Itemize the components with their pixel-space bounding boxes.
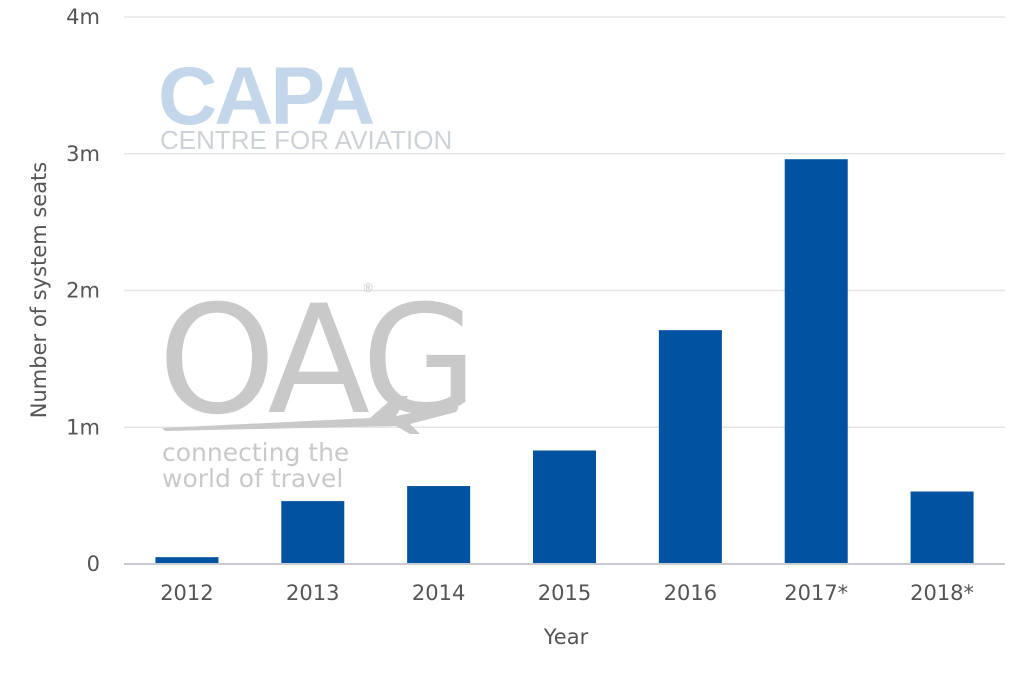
y-tick-label: 2m [66, 279, 100, 303]
y-tick-label: 1m [66, 415, 100, 439]
capa-logo-subtitle: CENTRE FOR AVIATION [160, 125, 452, 155]
y-tick-label: 0 [87, 552, 100, 576]
gridlines [124, 16, 1005, 428]
x-tick-labels: 2012 2013 2014 2015 2016 2017* 2018* [160, 581, 974, 605]
bars [155, 159, 974, 564]
bar-2018-est [910, 491, 974, 564]
bar-2017-est [784, 159, 848, 564]
y-tick-labels: 0 1m 2m 3m 4m [66, 5, 100, 576]
x-tick-label: 2013 [286, 581, 339, 605]
capa-logo-name: CAPA [158, 51, 374, 142]
airplane-icon [162, 396, 459, 434]
capa-logo: CAPA CENTRE FOR AVIATION [158, 51, 452, 155]
y-axis-title: Number of system seats [27, 162, 51, 418]
oag-tagline-line1: connecting the [162, 438, 349, 467]
y-tick-label: 4m [66, 5, 100, 29]
x-tick-label: 2012 [160, 581, 213, 605]
bar-2016 [658, 330, 722, 564]
bar-2014 [407, 486, 471, 564]
x-tick-label: 2014 [412, 581, 465, 605]
oag-registered-mark: ® [362, 281, 374, 295]
x-tick-label: 2016 [664, 581, 717, 605]
bar-2015 [533, 450, 596, 564]
x-tick-label: 2018* [910, 581, 974, 605]
bar-2013 [281, 501, 345, 564]
x-tick-label: 2015 [538, 581, 591, 605]
x-tick-label: 2017* [784, 581, 848, 605]
x-axis-title: Year [543, 625, 589, 649]
y-tick-label: 3m [66, 142, 100, 166]
oag-logo: OAG ® connecting the world of travel [158, 274, 478, 493]
oag-tagline-line2: world of travel [162, 464, 343, 493]
bar-2012 [155, 557, 219, 564]
